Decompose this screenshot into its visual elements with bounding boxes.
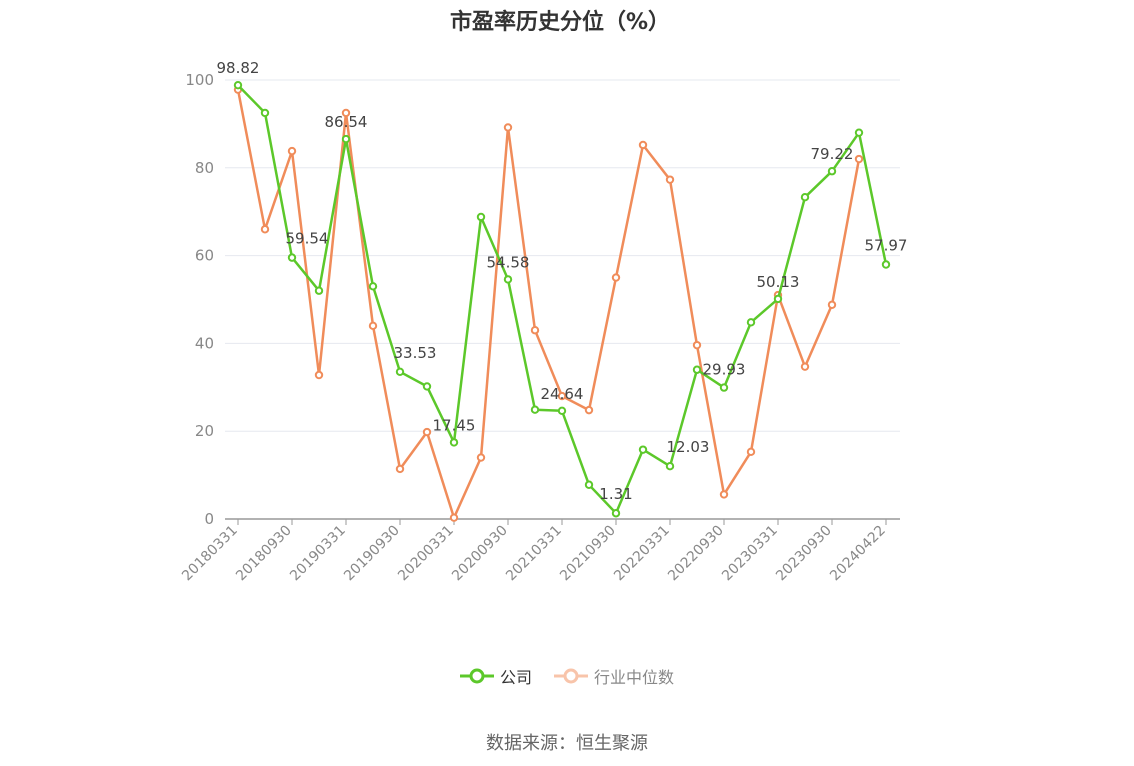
data-point-industry-median xyxy=(557,391,567,401)
data-point-industry-median xyxy=(503,123,513,132)
data-point-company xyxy=(773,294,783,304)
data-point-industry-median xyxy=(287,146,297,156)
data-point-industry-median xyxy=(719,490,729,499)
data-label-company: 24.64 xyxy=(541,385,584,403)
legend-item-industry-median[interactable]: 行业中位数 xyxy=(554,664,674,688)
data-label-company: 59.54 xyxy=(286,230,329,248)
data-point-industry-median xyxy=(692,340,702,350)
x-tick-label: 20210331 xyxy=(503,523,565,585)
data-point-industry-median xyxy=(395,464,405,474)
data-label-company: 57.97 xyxy=(865,237,908,255)
data-label-company: 12.03 xyxy=(667,438,710,456)
legend-label-company: 公司 xyxy=(499,668,532,687)
x-tick-label: 20200930 xyxy=(449,523,511,585)
data-point-company xyxy=(665,461,675,471)
y-tick-label: 60 xyxy=(195,247,214,265)
data-point-company xyxy=(422,382,432,391)
data-point-industry-median xyxy=(449,513,459,522)
data-point-company xyxy=(341,134,351,144)
data-point-industry-median xyxy=(260,225,270,234)
data-point-industry-median xyxy=(341,108,351,118)
data-point-company xyxy=(395,367,405,377)
data-label-company: 29.93 xyxy=(703,361,746,379)
data-label-company: 33.53 xyxy=(394,344,437,362)
y-tick-label: 80 xyxy=(195,159,214,177)
legend-marker-industry-icon xyxy=(554,668,588,684)
data-point-company xyxy=(692,365,702,374)
data-point-company xyxy=(611,509,621,518)
x-tick-label: 20190930 xyxy=(341,523,403,585)
axis-layer: 0 20 40 60 80 100 2018033120180930201903312019… xyxy=(179,71,900,584)
x-tick-label: 20220930 xyxy=(665,523,727,585)
data-point-industry-median xyxy=(638,140,648,150)
x-tick-label: 20220331 xyxy=(611,523,673,585)
legend: 公司 行业中位数 xyxy=(0,664,1134,688)
y-tick-label: 0 xyxy=(204,510,214,528)
grid-layer xyxy=(225,79,900,432)
data-point-industry-median xyxy=(611,273,621,282)
data-point-industry-median xyxy=(827,300,837,309)
data-point-industry-median xyxy=(584,405,594,415)
data-point-company xyxy=(746,318,756,327)
data-point-company xyxy=(449,438,459,447)
data-point-company xyxy=(530,405,540,414)
data-point-company xyxy=(233,80,243,90)
data-point-company xyxy=(584,480,594,489)
x-tick-label: 20180331 xyxy=(179,523,241,585)
legend-label-industry-median: 行业中位数 xyxy=(594,668,675,687)
data-label-company: 50.13 xyxy=(757,273,800,291)
y-tick-label: 20 xyxy=(195,422,214,440)
data-point-company xyxy=(719,383,729,392)
data-point-company xyxy=(503,275,513,284)
x-tick-label: 20180930 xyxy=(233,523,295,585)
x-tick-label: 20230331 xyxy=(719,523,781,585)
legend-item-company[interactable]: 公司 xyxy=(459,664,532,688)
data-point-industry-median xyxy=(314,370,324,380)
data-point-company xyxy=(827,167,837,176)
data-point-industry-median xyxy=(368,321,378,331)
data-point-company xyxy=(638,445,648,454)
data-point-company xyxy=(881,260,891,269)
x-tick-label: 20200331 xyxy=(395,523,457,585)
y-tick-label: 40 xyxy=(195,334,214,352)
data-point-industry-median xyxy=(530,326,540,335)
data-point-company xyxy=(800,193,810,202)
data-point-company xyxy=(287,253,297,262)
x-tick-label: 20210930 xyxy=(557,523,619,585)
data-point-industry-median xyxy=(800,362,810,371)
data-point-industry-median xyxy=(422,427,432,437)
y-tick-label: 100 xyxy=(185,71,214,89)
x-tick-label: 20240422 xyxy=(827,523,889,585)
data-label-company: 17.45 xyxy=(433,416,476,434)
label-layer: 98.82 59.54 86.54 33.53 17.45 54.58 24.64 1.31 1… xyxy=(217,59,908,503)
legend-marker-company-icon xyxy=(459,668,494,684)
data-point-company xyxy=(557,406,567,416)
data-point-company xyxy=(368,282,378,291)
chart-title: 市盈率历史分位（%） xyxy=(449,10,671,35)
data-label-company: 98.82 xyxy=(217,59,260,77)
data-point-industry-median xyxy=(476,453,486,462)
data-point-industry-median xyxy=(854,154,864,164)
data-label-company: 1.31 xyxy=(599,485,632,503)
x-tick-label: 20190331 xyxy=(287,523,349,585)
series-line-industry-median xyxy=(236,89,861,519)
data-point-company xyxy=(260,108,270,118)
series-line-company xyxy=(237,84,888,515)
data-point-industry-median xyxy=(746,447,756,457)
data-point-company xyxy=(854,128,864,137)
data-point-industry-median xyxy=(665,175,675,184)
data-label-company: 54.58 xyxy=(487,253,530,271)
x-tick-label: 20230930 xyxy=(773,523,835,585)
data-point-company xyxy=(314,286,324,295)
data-point-company xyxy=(476,212,486,222)
data-label-company: 79.22 xyxy=(811,145,854,163)
series-layer xyxy=(233,80,891,522)
data-label-company: 86.54 xyxy=(325,113,368,131)
data-source-note: 数据来源：恒生聚源 xyxy=(486,733,648,754)
